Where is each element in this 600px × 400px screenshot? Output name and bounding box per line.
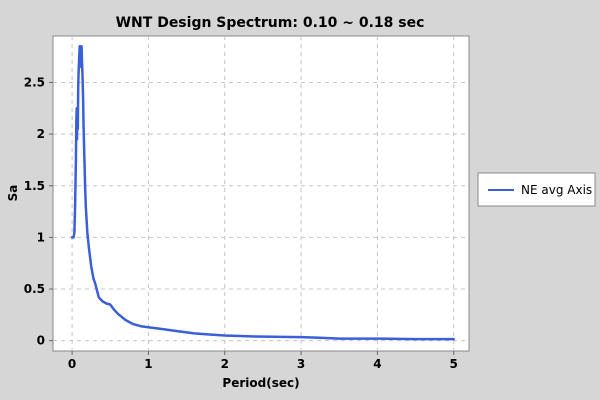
x-tick-label: 4 (373, 357, 381, 371)
y-tick-label: 1 (37, 230, 45, 244)
y-tick-label: 2 (37, 127, 45, 141)
grid (53, 36, 469, 351)
legend: NE avg Axis (477, 172, 596, 207)
chart-title: WNT Design Spectrum: 0.10 ~ 0.18 sec (116, 15, 425, 31)
x-tick-label: 3 (297, 357, 305, 371)
axis-ticks: 0 1 2 3 4 5 0 0.5 1 1.5 2 2.5 (24, 75, 458, 371)
plot-area (52, 35, 470, 352)
x-tick-label: 1 (144, 357, 152, 371)
y-axis-label: Sa (6, 185, 20, 202)
x-tick-label: 0 (68, 357, 76, 371)
x-axis-label: Period(sec) (222, 376, 299, 390)
x-tick-label: 5 (450, 357, 458, 371)
y-tick-label: 0.5 (24, 282, 45, 296)
x-tick-label: 2 (221, 357, 229, 371)
legend-label: NE avg Axis (521, 183, 592, 197)
series-layer (70, 45, 455, 341)
y-tick-label: 1.5 (24, 179, 45, 193)
series-line (70, 45, 455, 341)
y-tick-label: 2.5 (24, 75, 45, 89)
y-tick-label: 0 (37, 334, 45, 348)
